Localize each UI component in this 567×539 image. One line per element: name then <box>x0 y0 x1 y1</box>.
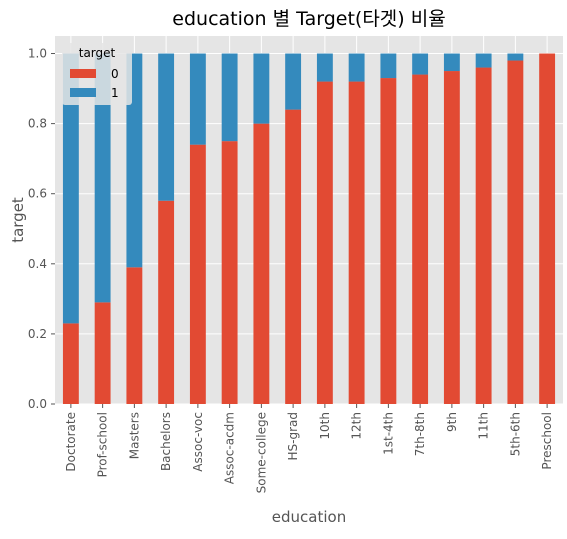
bar-segment-series-1 <box>475 53 492 68</box>
legend-swatch-series-1 <box>70 88 96 97</box>
x-tick-label: 12th <box>350 412 364 440</box>
bar-segment-series-0 <box>285 109 302 404</box>
x-tick-label: Preschool <box>540 412 554 470</box>
x-tick-label: Prof-school <box>96 412 110 477</box>
y-tick-label: 0.6 <box>28 187 47 201</box>
bar-segment-series-0 <box>189 144 206 404</box>
x-axis-label: education <box>272 508 346 526</box>
bar-segment-series-0 <box>316 81 333 405</box>
bar-segment-series-0 <box>412 74 429 405</box>
x-tick-label: 5th-6th <box>508 412 522 456</box>
chart-title: education 별 Target(타겟) 비율 <box>172 8 445 30</box>
legend-label-series-0: 0 <box>111 67 119 81</box>
legend-swatch-series-0 <box>70 69 96 78</box>
y-tick-label: 0.8 <box>28 117 47 131</box>
x-tick-label: Assoc-acdm <box>223 412 237 484</box>
bar-segment-series-0 <box>539 53 556 405</box>
bar-segment-series-1 <box>253 53 270 124</box>
x-tick-label: Doctorate <box>64 412 78 472</box>
bar-segment-series-0 <box>62 323 79 404</box>
bar-segment-series-0 <box>126 267 143 404</box>
bar-segment-series-0 <box>348 81 365 405</box>
bar-segment-series-0 <box>221 141 238 404</box>
y-tick-label: 1.0 <box>28 47 47 61</box>
bar-segment-series-1 <box>380 53 397 79</box>
bar-segment-series-1 <box>126 53 143 268</box>
bar-segment-series-1 <box>62 53 79 324</box>
x-tick-label: Masters <box>127 412 141 459</box>
x-tick-label: 7th-8th <box>413 412 427 456</box>
x-tick-label: Bachelors <box>159 412 173 471</box>
x-tick-label: HS-grad <box>286 412 300 461</box>
bar-segment-series-1 <box>285 53 302 110</box>
bar-segment-series-0 <box>253 123 270 404</box>
bar-segment-series-1 <box>221 53 238 142</box>
bar-segment-series-0 <box>94 302 111 404</box>
bar-segment-series-1 <box>189 53 206 145</box>
bar-segment-series-0 <box>380 78 397 405</box>
x-tick-label: 9th <box>445 412 459 432</box>
bar-segment-series-1 <box>158 53 175 201</box>
bar-segment-series-1 <box>443 53 460 72</box>
x-tick-label: Assoc-voc <box>191 412 205 472</box>
bar-segment-series-0 <box>443 71 460 405</box>
x-tick-label: 1st-4th <box>381 412 395 455</box>
legend: target 0 1 <box>62 43 132 105</box>
y-axis-label: target <box>9 197 27 243</box>
y-tick-label: 0.2 <box>28 327 47 341</box>
bar-segment-series-1 <box>316 53 333 82</box>
y-tick-label: 0.0 <box>28 397 47 411</box>
legend-label-series-1: 1 <box>111 86 119 100</box>
legend-title: target <box>79 46 116 60</box>
plot-area: 0.0 0.2 0.4 0.6 0.8 1.0 Doctorate Prof-school Ma… <box>28 36 563 493</box>
x-tick-label: 10th <box>318 412 332 440</box>
bar-segment-series-0 <box>158 200 175 404</box>
bar-segment-series-0 <box>475 67 492 405</box>
x-tick-label: Some-college <box>254 412 268 493</box>
bar-segment-series-0 <box>507 60 524 405</box>
bar-segment-series-1 <box>348 53 365 82</box>
x-tick-label: 11th <box>477 412 491 440</box>
bar-segment-series-1 <box>94 53 111 303</box>
bar-segment-series-1 <box>507 53 524 61</box>
bar-segment-series-1 <box>412 53 429 75</box>
y-tick-label: 0.4 <box>28 257 47 271</box>
